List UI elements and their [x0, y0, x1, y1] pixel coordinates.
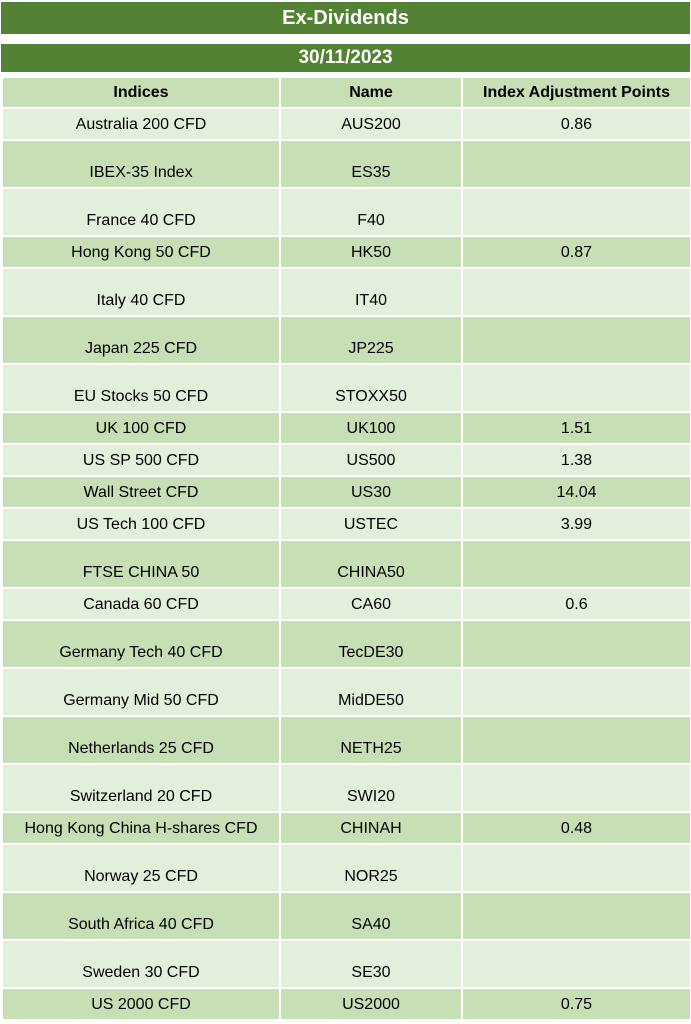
cell-name: TecDE30 [279, 619, 463, 669]
cell-points [461, 187, 691, 237]
cell-index: US Tech 100 CFD [1, 507, 281, 541]
cell-points [461, 715, 691, 765]
cell-index: UK 100 CFD [1, 411, 281, 445]
cell-index: South Africa 40 CFD [1, 891, 281, 941]
cell-points [461, 891, 691, 941]
table-row: Hong Kong China H-shares CFD CHINAH 0.48 [1, 811, 691, 845]
cell-points: 1.51 [461, 411, 691, 445]
cell-index: Sweden 30 CFD [1, 939, 281, 989]
table-row: Germany Tech 40 CFD TecDE30 [1, 619, 691, 669]
cell-name: UK100 [279, 411, 463, 445]
cell-points: 0.75 [461, 987, 691, 1021]
cell-index: US SP 500 CFD [1, 443, 281, 477]
column-header-indices: Indices [1, 76, 281, 109]
cell-index: FTSE CHINA 50 [1, 539, 281, 589]
cell-name: CHINAH [279, 811, 463, 845]
cell-index: Norway 25 CFD [1, 843, 281, 893]
table-row: IBEX-35 Index ES35 [1, 139, 691, 189]
column-header-name: Name [279, 76, 463, 109]
cell-name: SA40 [279, 891, 463, 941]
table-row: Wall Street CFD US30 14.04 [1, 475, 691, 509]
cell-name: JP225 [279, 315, 463, 365]
cell-points [461, 763, 691, 813]
table-row: Hong Kong 50 CFD HK50 0.87 [1, 235, 691, 269]
table-row: Australia 200 CFD AUS200 0.86 [1, 107, 691, 141]
cell-name: F40 [279, 187, 463, 237]
table-row: Netherlands 25 CFD NETH25 [1, 715, 691, 765]
cell-index: IBEX-35 Index [1, 139, 281, 189]
cell-name: US2000 [279, 987, 463, 1021]
cell-name: AUS200 [279, 107, 463, 141]
cell-index: Australia 200 CFD [1, 107, 281, 141]
cell-points [461, 139, 691, 189]
table-row: Switzerland 20 CFD SWI20 [1, 763, 691, 813]
cell-points: 0.48 [461, 811, 691, 845]
cell-name: CHINA50 [279, 539, 463, 589]
cell-points: 3.99 [461, 507, 691, 541]
cell-points [461, 315, 691, 365]
cell-name: SE30 [279, 939, 463, 989]
table-row: Japan 225 CFD JP225 [1, 315, 691, 365]
table-row: Canada 60 CFD CA60 0.6 [1, 587, 691, 621]
cell-index: Netherlands 25 CFD [1, 715, 281, 765]
cell-name: SWI20 [279, 763, 463, 813]
cell-index: Hong Kong China H-shares CFD [1, 811, 281, 845]
ex-dividends-table: Indices Name Index Adjustment Points Aus… [1, 76, 691, 1021]
cell-name: MidDE50 [279, 667, 463, 717]
cell-name: USTEC [279, 507, 463, 541]
table-row: Germany Mid 50 CFD MidDE50 [1, 667, 691, 717]
table-row: Sweden 30 CFD SE30 [1, 939, 691, 989]
table-row: FTSE CHINA 50 CHINA50 [1, 539, 691, 589]
cell-name: STOXX50 [279, 363, 463, 413]
table-row: South Africa 40 CFD SA40 [1, 891, 691, 941]
table-row: UK 100 CFD UK100 1.51 [1, 411, 691, 445]
sheet-date: 30/11/2023 [1, 44, 690, 76]
cell-name: NOR25 [279, 843, 463, 893]
cell-index: Japan 225 CFD [1, 315, 281, 365]
cell-index: Hong Kong 50 CFD [1, 235, 281, 269]
cell-name: IT40 [279, 267, 463, 317]
sheet-title: Ex-Dividends [1, 0, 690, 36]
cell-name: US500 [279, 443, 463, 477]
table-row: Norway 25 CFD NOR25 [1, 843, 691, 893]
cell-name: US30 [279, 475, 463, 509]
table-header-row: Indices Name Index Adjustment Points [1, 76, 691, 109]
cell-points [461, 939, 691, 989]
cell-points: 0.86 [461, 107, 691, 141]
cell-points [461, 267, 691, 317]
cell-index: France 40 CFD [1, 187, 281, 237]
table-row: US SP 500 CFD US500 1.38 [1, 443, 691, 477]
cell-points: 14.04 [461, 475, 691, 509]
cell-points [461, 667, 691, 717]
cell-index: Canada 60 CFD [1, 587, 281, 621]
cell-name: HK50 [279, 235, 463, 269]
cell-index: Germany Tech 40 CFD [1, 619, 281, 669]
cell-points: 1.38 [461, 443, 691, 477]
cell-index: Switzerland 20 CFD [1, 763, 281, 813]
table-row: US 2000 CFD US2000 0.75 [1, 987, 691, 1021]
table-row: Italy 40 CFD IT40 [1, 267, 691, 317]
cell-index: Germany Mid 50 CFD [1, 667, 281, 717]
cell-index: US 2000 CFD [1, 987, 281, 1021]
cell-points [461, 539, 691, 589]
cell-name: ES35 [279, 139, 463, 189]
cell-points: 0.6 [461, 587, 691, 621]
table-row: US Tech 100 CFD USTEC 3.99 [1, 507, 691, 541]
cell-name: CA60 [279, 587, 463, 621]
column-header-adjustment-points: Index Adjustment Points [461, 76, 691, 109]
cell-name: NETH25 [279, 715, 463, 765]
cell-points: 0.87 [461, 235, 691, 269]
table-row: France 40 CFD F40 [1, 187, 691, 237]
cell-index: Italy 40 CFD [1, 267, 281, 317]
cell-points [461, 619, 691, 669]
cell-points [461, 363, 691, 413]
cell-index: EU Stocks 50 CFD [1, 363, 281, 413]
table-row: EU Stocks 50 CFD STOXX50 [1, 363, 691, 413]
cell-points [461, 843, 691, 893]
cell-index: Wall Street CFD [1, 475, 281, 509]
